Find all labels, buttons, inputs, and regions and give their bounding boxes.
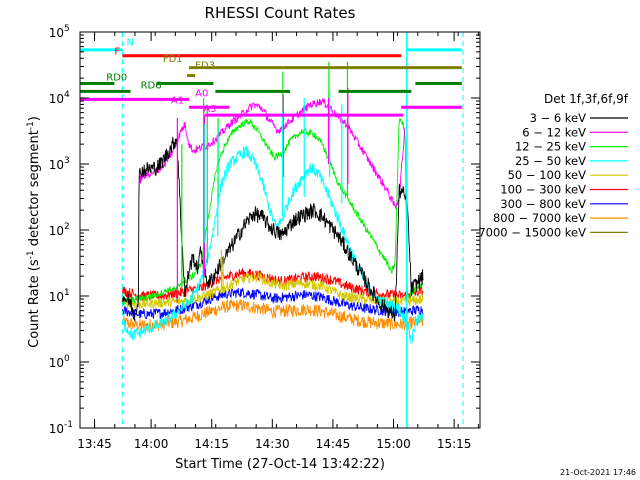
state-bar-label-f: F	[114, 47, 120, 58]
x-axis-label: Start Time (27-Oct-14 13:42:22)	[175, 457, 385, 472]
y-tick-label-3: 10	[49, 158, 64, 172]
y-axis-label-sup2: -1	[26, 121, 36, 130]
y-tick-exp-0: 0	[64, 354, 70, 364]
state-bar-label-a1: A1	[171, 96, 184, 107]
series-line-3-6-kev	[121, 136, 424, 322]
series-line-6-12-kev	[138, 98, 406, 210]
state-bar-label-a0: A0	[195, 88, 208, 99]
x-tick-label-0: 13:45	[77, 437, 112, 451]
legend-label-3: 25 − 50 keV	[515, 154, 586, 168]
footer-timestamp: 21-Oct-2021 17:46	[560, 468, 636, 477]
series-line-12-25-kev	[121, 118, 423, 306]
legend-label-8: 7000 − 15000 keV	[478, 225, 586, 239]
series-line-800-7000-kev	[121, 298, 424, 332]
x-tick-label-3: 14:30	[255, 437, 290, 451]
legend-label-6: 300 − 800 keV	[500, 197, 586, 211]
y-tick-label-1: 10	[49, 290, 64, 304]
y-tick-exp--1: -1	[64, 420, 73, 430]
y-tick-exp-2: 2	[64, 222, 70, 232]
legend-label-5: 100 − 300 keV	[500, 183, 586, 197]
legend-label-1: 6 − 12 keV	[522, 125, 586, 139]
legend-label-2: 12 − 25 keV	[515, 140, 586, 154]
state-bar-label-fd1: FD1	[163, 54, 183, 65]
overlay-layer: NF FD1 FD3 RD0 RD6 A0 A1 A3	[79, 32, 464, 428]
x-tick-label-5: 15:00	[376, 437, 411, 451]
chart-title: RHESSI Count Rates	[205, 4, 356, 22]
legend-title: Det 1f,3f,6f,9f	[544, 92, 629, 106]
state-bar-label-n: N	[126, 38, 133, 49]
y-axis-label-sup1: -1	[26, 250, 36, 259]
y-axis-label-main: Count Rate (s	[27, 259, 42, 348]
state-bar-label-fd3: FD3	[195, 61, 215, 72]
x-tick-label-1: 14:00	[134, 437, 169, 451]
y-tick-label-4: 10	[49, 92, 64, 106]
x-tick-label-2: 14:15	[194, 437, 229, 451]
state-bar-label-a3: A3	[203, 104, 216, 115]
y-tick-exp-5: 5	[64, 24, 70, 34]
y-tick-label-2: 10	[49, 224, 64, 238]
legend-label-7: 800 − 7000 keV	[493, 211, 586, 225]
x-tick-label-4: 14:45	[316, 437, 351, 451]
y-tick-label-5: 10	[49, 26, 64, 40]
legend-label-0: 3 − 6 keV	[530, 111, 587, 125]
y-tick-exp-4: 4	[64, 90, 70, 100]
y-tick-exp-3: 3	[64, 156, 70, 166]
state-bar-label-rd0: RD0	[106, 72, 127, 83]
data-layer	[121, 61, 424, 344]
x-tick-label-6: 15:15	[437, 437, 472, 451]
y-axis-label: Count Rate (s-1 detector segment-1)	[26, 116, 42, 348]
y-tick-exp-1: 1	[64, 288, 70, 298]
state-bar-label-rd6: RD6	[141, 80, 162, 91]
y-tick-label--1: 10	[49, 422, 64, 436]
legend-label-4: 50 − 100 keV	[508, 168, 587, 182]
y-axis-label-mid: detector segment	[27, 130, 42, 250]
y-axis-label-end: )	[27, 116, 42, 121]
y-tick-label-0: 10	[49, 356, 64, 370]
